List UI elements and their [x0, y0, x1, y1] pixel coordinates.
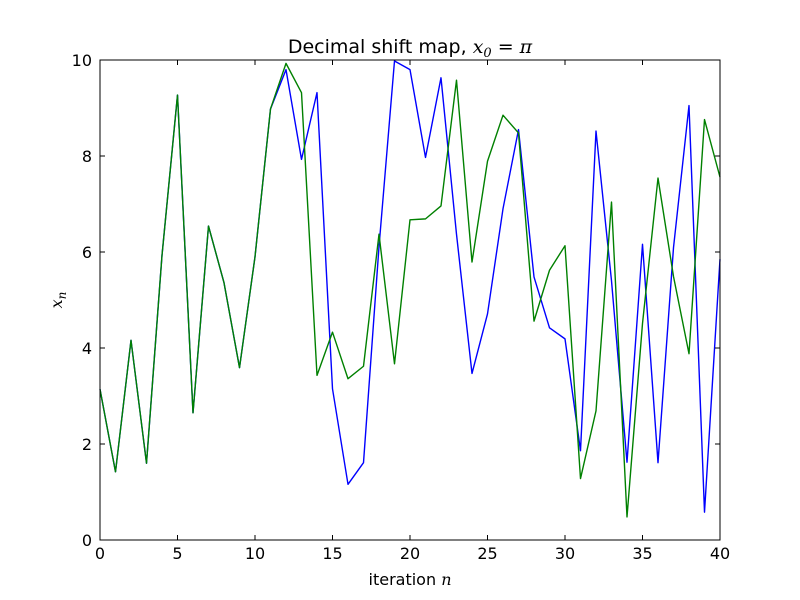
x-tick-label: 10 — [245, 544, 265, 563]
y-tick-label: 6 — [82, 243, 92, 262]
x-tick-label: 35 — [632, 544, 652, 563]
x-tick-label: 30 — [555, 544, 575, 563]
chart-title: Decimal shift map, x0 = π — [288, 36, 533, 61]
y-tick-label: 8 — [82, 147, 92, 166]
x-tick-label: 5 — [172, 544, 182, 563]
x-axis-ticks: 0 5 10 15 20 25 30 35 40 — [95, 60, 730, 563]
y-tick-label: 10 — [72, 51, 92, 70]
x-tick-label: 40 — [710, 544, 730, 563]
x-axis-label: iteration n — [369, 570, 452, 589]
x-tick-label: 25 — [477, 544, 497, 563]
y-tick-label: 4 — [82, 339, 92, 358]
y-tick-label: 0 — [82, 531, 92, 550]
y-axis-ticks: 0 2 4 6 8 10 — [72, 51, 720, 550]
y-axis-label: xn — [47, 292, 69, 309]
x-tick-label: 15 — [322, 544, 342, 563]
x-tick-label: 0 — [95, 544, 105, 563]
series-layer — [99, 60, 721, 518]
plot-area — [100, 60, 720, 540]
y-tick-label: 2 — [82, 435, 92, 454]
x-tick-label: 20 — [400, 544, 420, 563]
series-line-2 — [99, 62, 721, 518]
